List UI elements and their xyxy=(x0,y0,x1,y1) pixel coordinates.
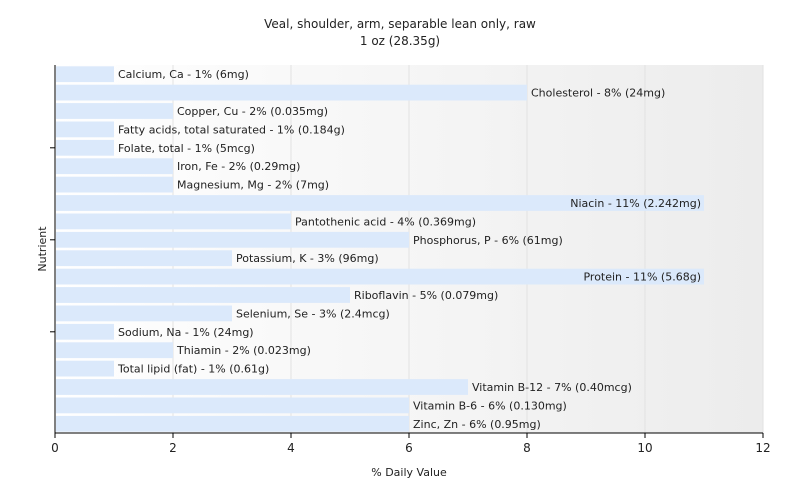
bar-label: Riboflavin - 5% (0.079mg) xyxy=(354,289,498,302)
bar-label: Fatty acids, total saturated - 1% (0.184… xyxy=(118,123,345,136)
bar-label: Niacin - 11% (2.242mg) xyxy=(570,197,701,210)
bar-label: Folate, total - 1% (5mcg) xyxy=(118,142,255,155)
x-tick-label: 12 xyxy=(755,441,770,455)
x-tick-label: 0 xyxy=(51,441,59,455)
bar xyxy=(56,342,173,359)
y-axis-ticks xyxy=(50,147,55,333)
bar-label: Phosphorus, P - 6% (61mg) xyxy=(413,234,563,247)
bar xyxy=(56,379,468,395)
bar-label: Thiamin - 2% (0.023mg) xyxy=(176,344,311,357)
bar-label: Copper, Cu - 2% (0.035mg) xyxy=(177,105,328,118)
bar xyxy=(56,360,114,377)
bar xyxy=(56,268,704,285)
bar xyxy=(56,397,409,414)
bar xyxy=(56,213,291,230)
grid-lines xyxy=(172,65,764,433)
bar-label: Iron, Fe - 2% (0.29mg) xyxy=(177,160,300,173)
x-tick-label: 6 xyxy=(405,441,413,455)
bar xyxy=(56,231,409,248)
x-tick-label: 4 xyxy=(287,441,295,455)
bar-label: Pantothenic acid - 4% (0.369mg) xyxy=(295,215,476,228)
bar xyxy=(56,66,114,83)
bar-label: Cholesterol - 8% (24mg) xyxy=(531,87,665,100)
bar-labels: Calcium, Ca - 1% (6mg) Cholesterol - 8% (… xyxy=(117,68,701,431)
bar xyxy=(56,415,409,432)
bar-label: Magnesium, Mg - 2% (7mg) xyxy=(177,179,329,192)
x-tick-label: 2 xyxy=(169,441,177,455)
bar-label: Vitamin B-6 - 6% (0.130mg) xyxy=(413,399,567,412)
bar-label: Total lipid (fat) - 1% (0.61g) xyxy=(117,363,269,376)
bar xyxy=(56,121,114,138)
bar-label: Zinc, Zn - 6% (0.95mg) xyxy=(413,418,541,431)
bar-label: Selenium, Se - 3% (2.4mcg) xyxy=(236,307,390,320)
bar xyxy=(56,250,232,267)
bar xyxy=(56,195,704,211)
x-axis-ticks: 0 2 4 6 8 10 12 xyxy=(51,433,771,455)
bar-label: Potassium, K - 3% (96mg) xyxy=(236,252,379,265)
x-axis-label: % Daily Value xyxy=(371,466,447,479)
bar-label: Sodium, Na - 1% (24mg) xyxy=(118,326,254,339)
bar-label: Calcium, Ca - 1% (6mg) xyxy=(118,68,249,81)
bar xyxy=(56,84,527,101)
bar xyxy=(56,139,114,156)
chart-title: Veal, shoulder, arm, separable lean only… xyxy=(264,17,536,31)
x-tick-label: 8 xyxy=(523,441,531,455)
bar xyxy=(56,305,232,322)
bar xyxy=(56,103,173,119)
chart-subtitle: 1 oz (28.35g) xyxy=(360,34,440,48)
y-axis-label: Nutrient xyxy=(36,226,49,272)
bar xyxy=(56,176,173,193)
bar-label: Vitamin B-12 - 7% (0.40mcg) xyxy=(472,381,632,394)
bar xyxy=(56,323,114,340)
bars xyxy=(56,66,704,432)
bar xyxy=(56,287,350,303)
bar-label: Protein - 11% (5.68g) xyxy=(583,271,701,284)
x-tick-label: 10 xyxy=(637,441,652,455)
bar xyxy=(56,158,173,175)
